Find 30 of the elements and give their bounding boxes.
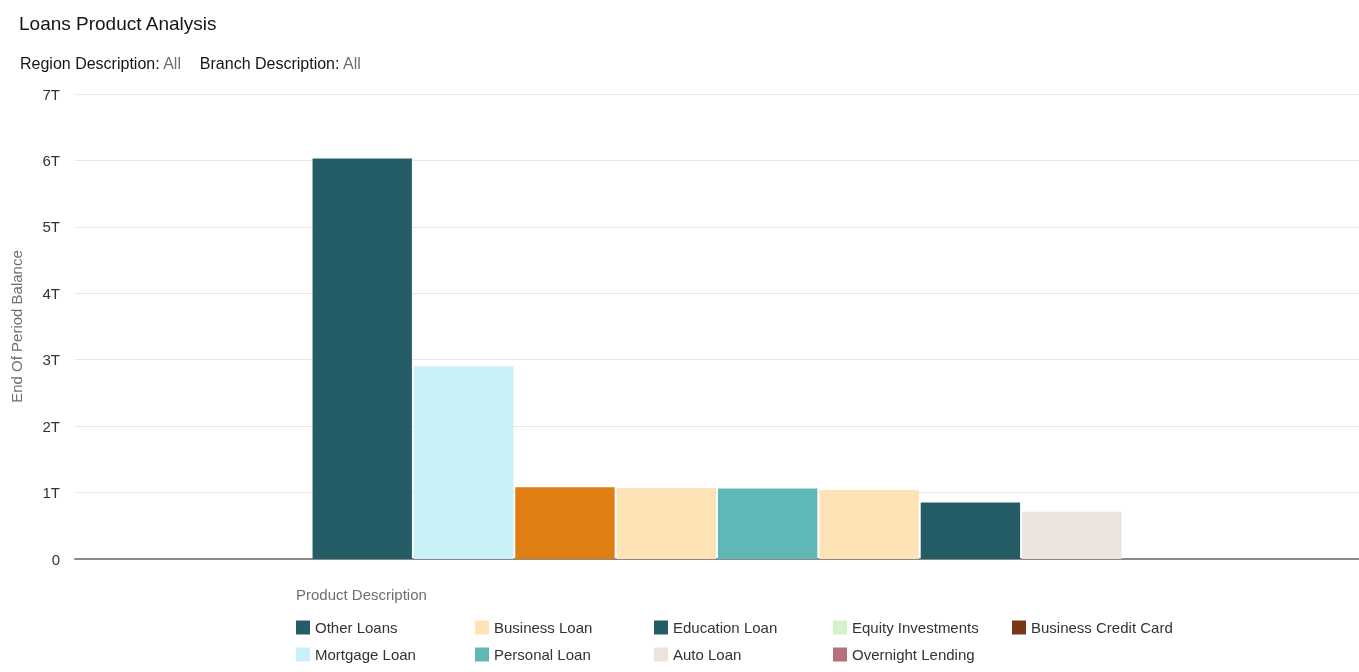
legend-title: Product Description (296, 586, 427, 603)
y-axis-title: End Of Period Balance (8, 250, 25, 403)
y-tick-label: 5T (42, 218, 60, 236)
bar (920, 502, 1021, 559)
y-tick-label: 2T (42, 417, 60, 435)
y-tick-label: 0 (51, 550, 60, 568)
bar (1022, 511, 1122, 559)
bar (717, 488, 818, 559)
chart-title: Loans Product Analysis (19, 13, 217, 34)
text: Branch Description: All (199, 54, 361, 72)
y-tick-label: 6T (42, 151, 60, 169)
legend-label: Mortgage Loan (315, 646, 416, 663)
legend-label: Overnight Lending (852, 646, 975, 663)
bar (819, 489, 919, 559)
y-tick-label: 3T (42, 351, 60, 369)
bar (616, 487, 717, 559)
bar (413, 366, 514, 559)
legend-label: Personal Loan (494, 646, 591, 663)
legend-label: Education Loan (673, 619, 778, 636)
legend-label: Business Loan (494, 619, 593, 636)
y-tick-label: 7T (42, 85, 60, 103)
y-tick-label: 1T (42, 484, 60, 502)
bar (515, 487, 615, 559)
text: Region Description: All (20, 54, 181, 72)
legend-label: Auto Loan (673, 646, 742, 663)
legend-label: Other Loans (315, 619, 398, 636)
y-tick-label: 4T (42, 284, 60, 302)
legend-label: Equity Investments (852, 619, 979, 636)
legend-label: Business Credit Card (1031, 619, 1173, 636)
bar (312, 158, 412, 559)
